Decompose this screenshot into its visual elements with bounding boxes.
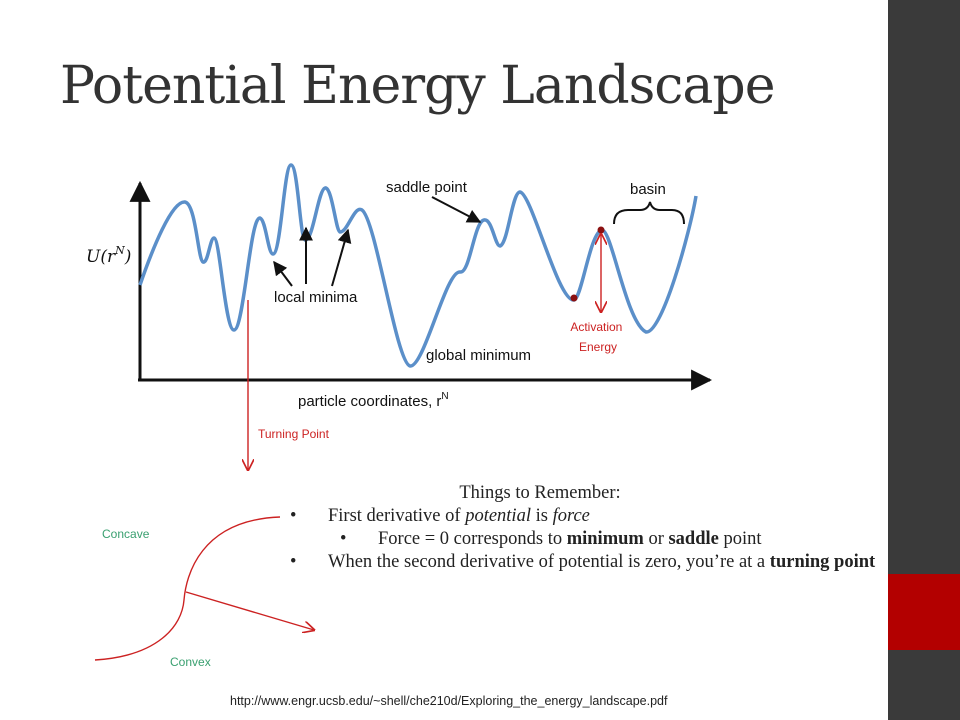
x-axis-label: particle coordinates, rN bbox=[298, 391, 449, 410]
local-minima-arrow-left bbox=[273, 260, 293, 287]
y-axis-label-sup: N bbox=[114, 244, 125, 257]
activation-energy-label: Activation Energy bbox=[570, 320, 625, 354]
basin-label: basin bbox=[630, 181, 666, 198]
side-accent bbox=[888, 574, 960, 650]
note1-mid: is bbox=[530, 506, 553, 526]
activation-end-dot bbox=[597, 226, 605, 234]
local-minima-arrow-right bbox=[331, 228, 352, 287]
note1-potential: potential bbox=[465, 506, 531, 526]
note3-pre: When the second derivative of potential … bbox=[328, 552, 770, 572]
note2-post: point bbox=[718, 529, 762, 549]
note3-turning-point: turning point bbox=[769, 552, 876, 572]
energy-landscape-diagram: U(rN) particle coordinates, rN saddle po… bbox=[86, 163, 713, 669]
saddle-point-arrow bbox=[431, 196, 482, 223]
activation-start-dot bbox=[570, 294, 578, 302]
note-force-zero: Force = 0 corresponds to minimum or sadd… bbox=[340, 528, 880, 551]
inflection-arrow bbox=[185, 591, 314, 630]
note1-force: force bbox=[552, 506, 590, 526]
activation-energy-line1: Activation bbox=[570, 320, 622, 334]
slide-title: Potential Energy Landscape bbox=[60, 56, 775, 116]
concave-label: Concave bbox=[102, 527, 150, 541]
note-force-derivative: First derivative of potential is force bbox=[290, 505, 880, 528]
activation-energy-line2: Energy bbox=[579, 340, 617, 354]
local-minima-label: local minima bbox=[274, 289, 358, 306]
source-url: http://www.engr.ucsb.edu/~shell/che210d/… bbox=[230, 694, 668, 708]
notes-block: Things to Remember: First derivative of … bbox=[290, 482, 880, 574]
basin-brace bbox=[613, 201, 685, 225]
convex-label: Convex bbox=[170, 655, 211, 669]
notes-heading: Things to Remember: bbox=[459, 483, 621, 503]
saddle-point-label: saddle point bbox=[386, 179, 468, 196]
note2-pre: Force = 0 corresponds to bbox=[378, 529, 567, 549]
y-axis-label: U(rN) bbox=[86, 244, 131, 267]
note2-mid: or bbox=[643, 529, 669, 549]
x-axis-label-sup: N bbox=[441, 391, 448, 402]
x-axis-label-main: particle coordinates, r bbox=[298, 393, 441, 410]
y-axis-label-close: ) bbox=[124, 247, 132, 267]
note2-saddle: saddle bbox=[668, 529, 719, 549]
y-axis-label-main: U(r bbox=[86, 247, 116, 267]
inflection-curve bbox=[94, 516, 281, 661]
global-minimum-label: global minimum bbox=[426, 347, 531, 364]
turning-point-label: Turning Point bbox=[258, 427, 330, 441]
note1-pre: First derivative of bbox=[328, 506, 466, 526]
note2-minimum: minimum bbox=[566, 529, 644, 549]
note-turning-point: When the second derivative of potential … bbox=[290, 551, 880, 574]
